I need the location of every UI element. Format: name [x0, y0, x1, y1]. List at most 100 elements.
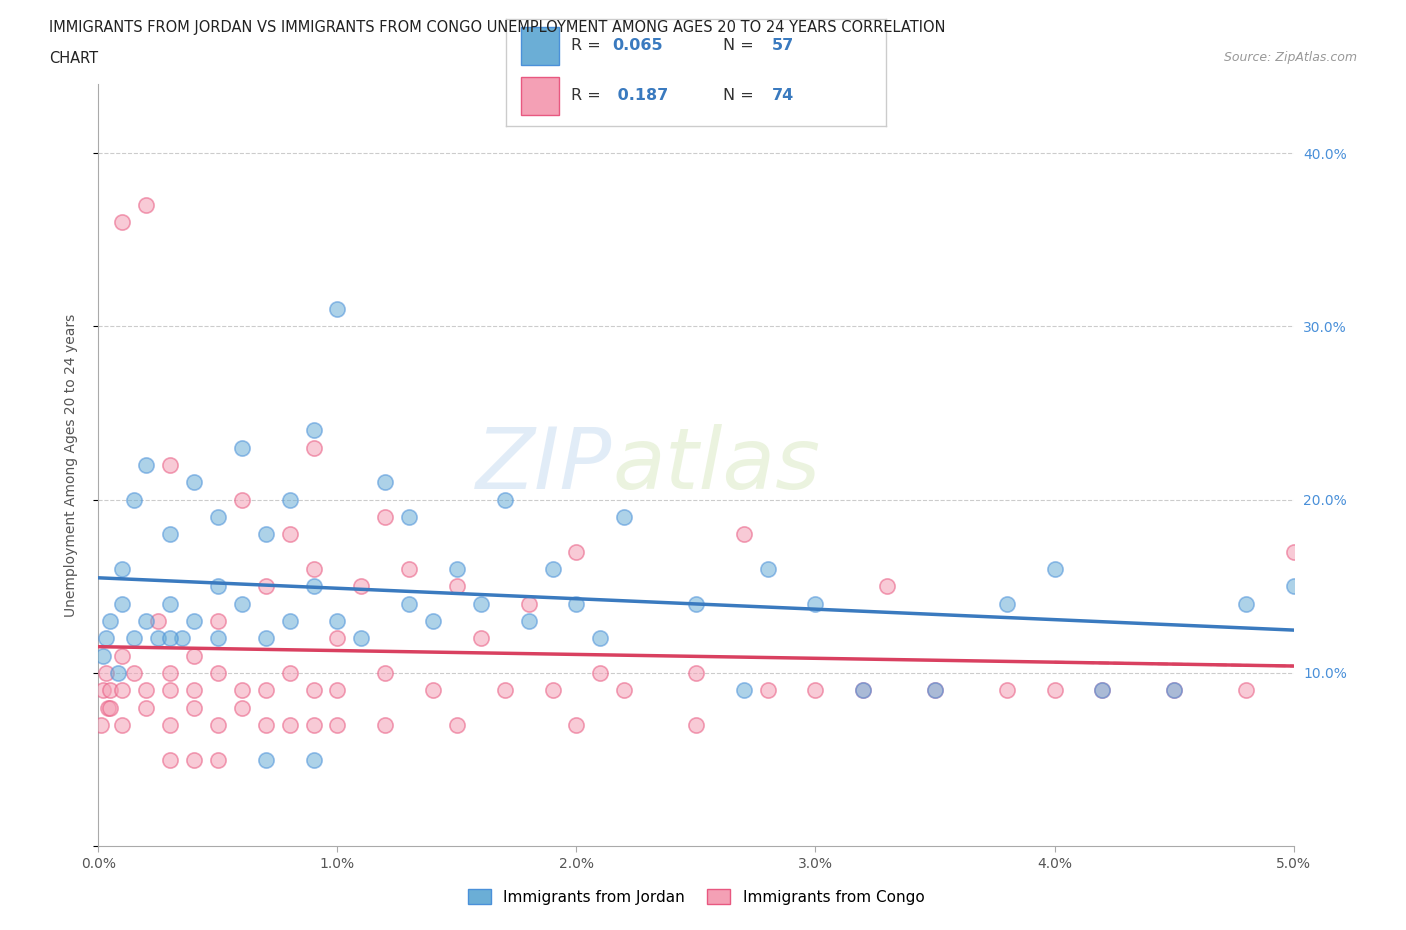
Point [254, 527, 277, 542]
Point [107, 666, 129, 681]
Point [172, 631, 194, 645]
Point [1163, 683, 1185, 698]
Point [350, 578, 373, 593]
Point [124, 631, 146, 645]
Point [231, 440, 253, 455]
Point [1282, 544, 1305, 559]
Point [613, 683, 636, 698]
Point [231, 492, 253, 507]
Point [302, 440, 325, 455]
Point [159, 752, 181, 767]
Point [924, 683, 946, 698]
Text: 57: 57 [772, 38, 794, 53]
Point [183, 683, 205, 698]
Point [111, 718, 134, 733]
Point [398, 596, 420, 611]
Point [94, 666, 117, 681]
Text: atlas: atlas [613, 423, 820, 507]
Point [207, 614, 229, 629]
Point [231, 683, 253, 698]
Point [541, 683, 564, 698]
Point [470, 631, 492, 645]
Point [374, 475, 396, 490]
Point [207, 752, 229, 767]
Point [1163, 683, 1185, 698]
Point [100, 614, 122, 629]
Point [804, 596, 827, 611]
Point [111, 562, 134, 577]
Text: CHART: CHART [49, 51, 98, 66]
Point [446, 718, 468, 733]
Point [231, 596, 253, 611]
Point [733, 527, 755, 542]
Point [804, 683, 827, 698]
Point [326, 614, 349, 629]
Point [446, 578, 468, 593]
Point [183, 700, 205, 715]
Point [326, 631, 349, 645]
Y-axis label: Unemployment Among Ages 20 to 24 years: Unemployment Among Ages 20 to 24 years [63, 313, 77, 617]
Text: 0.187: 0.187 [613, 88, 669, 103]
Point [207, 718, 229, 733]
Point [565, 544, 588, 559]
Text: 74: 74 [772, 88, 794, 103]
Point [100, 683, 122, 698]
Point [159, 683, 181, 698]
Point [124, 666, 146, 681]
Text: N =: N = [723, 88, 758, 103]
Point [135, 458, 157, 472]
Point [1043, 562, 1066, 577]
Point [302, 578, 325, 593]
Point [995, 683, 1018, 698]
Point [374, 718, 396, 733]
Point [422, 614, 444, 629]
Point [302, 683, 325, 698]
Point [1091, 683, 1114, 698]
Text: IMMIGRANTS FROM JORDAN VS IMMIGRANTS FROM CONGO UNEMPLOYMENT AMONG AGES 20 TO 24: IMMIGRANTS FROM JORDAN VS IMMIGRANTS FRO… [49, 20, 946, 35]
Text: 0.065: 0.065 [613, 38, 664, 53]
Point [374, 666, 396, 681]
Point [756, 683, 779, 698]
Point [254, 683, 277, 698]
Point [183, 752, 205, 767]
Point [183, 475, 205, 490]
Bar [522, 77, 560, 115]
Text: Source: ZipAtlas.com: Source: ZipAtlas.com [1223, 51, 1357, 64]
Point [207, 666, 229, 681]
Point [135, 683, 157, 698]
Point [100, 700, 122, 715]
Point [159, 631, 181, 645]
Point [517, 614, 540, 629]
Point [685, 596, 707, 611]
Point [111, 596, 134, 611]
Point [97, 700, 120, 715]
Point [278, 666, 301, 681]
Text: N =: N = [723, 38, 758, 53]
Point [470, 596, 492, 611]
Point [183, 648, 205, 663]
Point [148, 631, 170, 645]
Point [159, 527, 181, 542]
Point [278, 492, 301, 507]
Point [90, 718, 112, 733]
Point [876, 578, 898, 593]
Legend: Immigrants from Jordan, Immigrants from Congo: Immigrants from Jordan, Immigrants from … [461, 884, 931, 911]
Point [326, 301, 349, 316]
Point [207, 510, 229, 525]
Point [1043, 683, 1066, 698]
Point [254, 578, 277, 593]
Point [852, 683, 875, 698]
Point [159, 596, 181, 611]
Point [254, 631, 277, 645]
Point [148, 614, 170, 629]
Point [278, 718, 301, 733]
Point [111, 683, 134, 698]
Point [159, 718, 181, 733]
Point [159, 666, 181, 681]
Point [565, 718, 588, 733]
Text: R =: R = [571, 38, 606, 53]
Point [1282, 578, 1305, 593]
Point [398, 562, 420, 577]
Point [326, 683, 349, 698]
Point [685, 718, 707, 733]
